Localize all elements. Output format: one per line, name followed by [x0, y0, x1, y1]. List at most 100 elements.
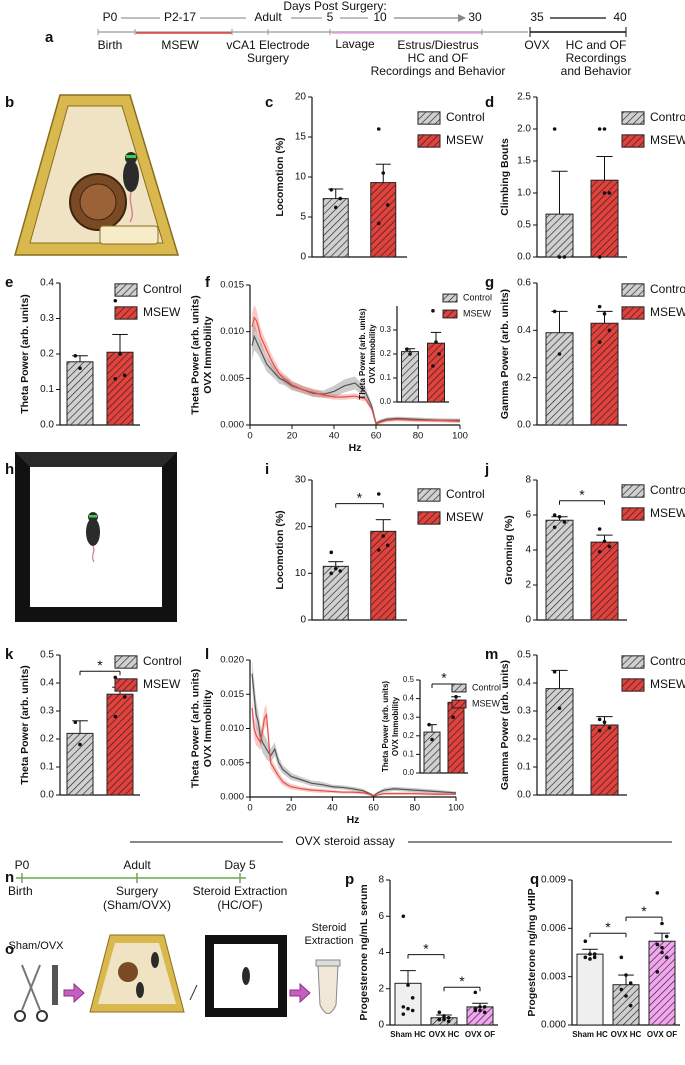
significance-label: * — [641, 903, 647, 919]
timeline-label: (Sham/OVX) — [103, 898, 171, 912]
panel-letter: p — [345, 871, 354, 888]
legend-swatch — [621, 134, 645, 148]
arena-illustration — [14, 94, 180, 256]
legend-label: Control — [143, 282, 182, 296]
legend-label: MSEW — [463, 308, 492, 318]
x-axis-label: Hz — [347, 814, 360, 826]
data-point — [602, 539, 607, 544]
timeline-label: vCA1 Electrode — [226, 38, 310, 52]
data-point — [408, 352, 412, 356]
legend-label: Control — [143, 654, 182, 668]
open-field-illustration — [15, 452, 177, 622]
data-point — [562, 520, 567, 524]
y-tick-label: 0.0 — [40, 420, 54, 431]
panel-letter: c — [265, 94, 273, 111]
data-point — [442, 1017, 446, 1022]
data-point — [113, 714, 118, 719]
data-point — [552, 513, 557, 517]
data-point — [552, 127, 557, 131]
timeline-label: P0 — [15, 858, 30, 872]
y-tick-label: 0.010 — [220, 723, 244, 734]
data-point — [329, 571, 334, 576]
data-point — [607, 544, 612, 549]
y-tick-label: 0.5 — [517, 650, 531, 661]
y-tick-label: 4 — [378, 947, 384, 958]
y-tick-label: 0.010 — [220, 326, 244, 337]
bar — [394, 982, 422, 1026]
data-point — [381, 534, 386, 538]
x-tick-label: 80 — [410, 803, 421, 814]
y-tick-label: 1.0 — [517, 188, 531, 199]
x-tick-label: OVX OF — [647, 1030, 677, 1039]
y-tick-label: 0.020 — [220, 655, 244, 666]
y-tick-label: 4 — [525, 545, 531, 556]
y-tick-label: 0.006 — [541, 923, 566, 934]
y-tick-label: 0.003 — [541, 971, 566, 982]
y-tick-label: 0.5 — [40, 650, 54, 661]
y-tick-label: 6 — [525, 510, 531, 521]
timeline-label: Adult — [123, 858, 151, 872]
panel-letter: a — [45, 29, 54, 46]
data-point — [113, 298, 118, 303]
timeline-label: and Behavior — [561, 64, 632, 78]
data-point — [664, 955, 669, 960]
significance-label: * — [423, 940, 429, 956]
y-axis-label: Progesterone ng/mL serum — [358, 884, 370, 1020]
data-point — [431, 309, 435, 313]
data-point — [552, 525, 557, 530]
bar — [401, 351, 419, 403]
y-tick-label: 0.3 — [403, 712, 415, 721]
y-tick-label: 2 — [525, 580, 531, 591]
timeline-label: Adult — [254, 10, 282, 24]
y-axis-label: OVX Immobility — [202, 690, 214, 768]
data-point — [602, 191, 607, 195]
legend-label: MSEW — [650, 305, 685, 319]
data-point — [597, 255, 602, 259]
y-tick-label: 0 — [300, 615, 306, 626]
y-tick-label: 0.0 — [40, 790, 54, 801]
y-tick-label: 0.2 — [517, 734, 531, 745]
y-tick-label: 1.5 — [517, 156, 531, 167]
data-point — [552, 670, 557, 674]
timeline-label: Estrus/Diestrus — [397, 38, 478, 52]
y-tick-label: 10 — [295, 568, 307, 579]
y-tick-label: 0.0 — [517, 420, 531, 431]
data-point — [592, 955, 597, 960]
data-point — [406, 983, 410, 987]
panel-letter: l — [205, 646, 209, 663]
data-point — [660, 950, 664, 955]
timeline-label: 10 — [373, 10, 387, 24]
y-tick-label: 0.2 — [403, 731, 415, 740]
y-tick-label: 0.000 — [541, 1020, 566, 1031]
y-tick-label: 0.005 — [220, 757, 244, 768]
bar — [590, 724, 619, 796]
x-tick-label: Sham HC — [572, 1030, 608, 1039]
bar — [545, 688, 574, 796]
data-point — [655, 970, 660, 974]
data-point — [376, 221, 381, 226]
legend-swatch — [442, 293, 458, 303]
y-tick-label: 0.1 — [403, 750, 415, 759]
y-tick-label: 0.3 — [380, 325, 392, 334]
y-tick-label: 8 — [378, 875, 384, 886]
data-point — [442, 1014, 446, 1018]
timeline-label: 5 — [327, 10, 334, 24]
y-tick-label: 0.4 — [517, 678, 531, 689]
data-point — [73, 353, 78, 358]
y-tick-label: 0 — [378, 1020, 384, 1031]
line — [251, 673, 457, 797]
bar — [576, 953, 604, 1026]
data-point — [122, 373, 127, 378]
x-tick-label: 60 — [368, 803, 379, 814]
timeline-label: OVX — [524, 38, 549, 52]
data-point — [329, 188, 334, 192]
data-point — [619, 987, 624, 992]
data-point — [329, 550, 334, 555]
data-point — [478, 1005, 482, 1009]
significance-label: * — [459, 973, 465, 989]
line — [251, 316, 461, 425]
bar — [370, 182, 397, 258]
y-axis-label: Theta Power (arb. units) — [358, 308, 367, 399]
data-point — [427, 722, 431, 727]
data-point — [333, 566, 338, 571]
